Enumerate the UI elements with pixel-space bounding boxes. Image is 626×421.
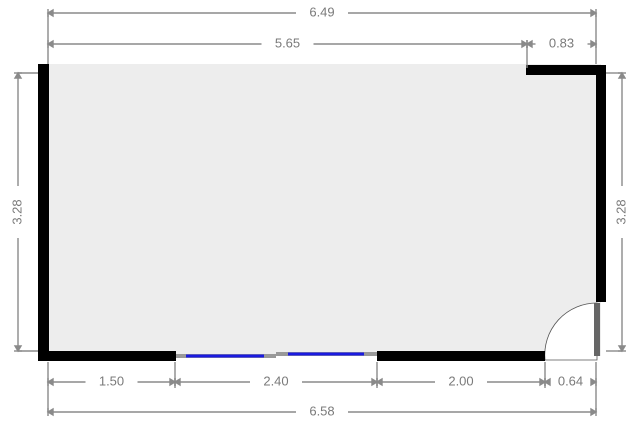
dimension-arrow — [46, 377, 54, 387]
dimension-label-bottom-seg-4: 0.64 — [558, 373, 583, 388]
dimension-label-bottom-seg-1: 1.50 — [99, 373, 124, 388]
dimension-arrow — [46, 407, 54, 417]
wall-bottom-right — [377, 351, 545, 361]
dimension-label-bottom-seg-2: 2.40 — [263, 373, 288, 388]
walls — [38, 64, 606, 361]
dimension-arrow — [617, 345, 626, 353]
dimension-arrow — [590, 377, 598, 387]
dimension-label-top-total: 6.49 — [309, 4, 334, 19]
dimension-arrow — [521, 39, 529, 49]
dimension-label-right-height: 3.28 — [613, 199, 626, 224]
dimension-arrow — [46, 39, 54, 49]
dimension-label-top-left-segment: 5.65 — [275, 35, 300, 50]
dimension-arrow — [46, 8, 54, 18]
room-floor — [44, 64, 601, 356]
dimension-label-left-height: 3.28 — [9, 199, 24, 224]
wall-right — [596, 65, 606, 302]
wall-top-right — [526, 65, 606, 75]
dimension-arrow — [590, 8, 598, 18]
window-2 — [276, 352, 377, 356]
dimension-label-bottom-total: 6.58 — [309, 403, 334, 418]
dimension-arrow — [539, 377, 547, 387]
wall-left — [38, 64, 49, 361]
dimension-arrow — [173, 377, 181, 387]
dimension-label-top-right-segment: 0.83 — [549, 35, 574, 50]
dimension-arrow — [590, 39, 598, 49]
dimension-arrow — [525, 39, 533, 49]
dimension-arrow — [375, 377, 383, 387]
dimension-arrow — [371, 377, 379, 387]
dimension-arrow — [169, 377, 177, 387]
dimension-arrow — [590, 407, 598, 417]
dimension-label-bottom-seg-3: 2.00 — [448, 373, 473, 388]
window-1 — [176, 354, 276, 358]
dimension-arrow — [13, 345, 23, 353]
dimension-arrow — [617, 71, 626, 79]
dimension-arrow — [543, 377, 551, 387]
wall-bottom-left — [38, 351, 176, 361]
dimension-arrow — [13, 71, 23, 79]
